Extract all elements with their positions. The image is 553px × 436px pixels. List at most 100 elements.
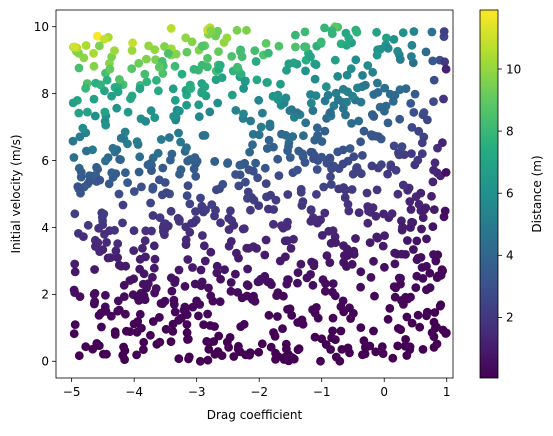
scatter-point bbox=[316, 37, 326, 47]
scatter-point bbox=[81, 83, 90, 93]
scatter-point bbox=[284, 141, 293, 151]
scatter-point bbox=[296, 259, 306, 269]
scatter-point bbox=[182, 143, 191, 153]
scatter-points bbox=[68, 22, 451, 366]
scatter-point bbox=[258, 108, 267, 118]
scatter-point bbox=[372, 27, 381, 37]
scatter-point bbox=[212, 268, 222, 278]
colorbar-frame bbox=[479, 9, 499, 379]
scatter-point bbox=[166, 155, 175, 165]
scatter-point bbox=[330, 55, 340, 65]
scatter-point bbox=[345, 144, 355, 153]
scatter-point bbox=[378, 349, 388, 358]
scatter-point bbox=[310, 135, 320, 145]
scatter-point bbox=[269, 219, 278, 229]
colorbar-tick-label: 8 bbox=[506, 124, 514, 138]
scatter-point bbox=[104, 179, 114, 189]
scatter-point bbox=[245, 147, 255, 157]
scatter-point bbox=[328, 279, 338, 288]
scatter-point bbox=[177, 69, 187, 79]
scatter-point bbox=[76, 167, 86, 177]
scatter-point bbox=[180, 282, 190, 291]
scatter-point bbox=[102, 238, 111, 247]
x-tick-label: −4 bbox=[125, 385, 143, 399]
scatter-point bbox=[427, 191, 436, 201]
scatter-point bbox=[264, 310, 274, 320]
scatter-point bbox=[371, 131, 380, 141]
scatter-point bbox=[397, 249, 407, 259]
scatter-point bbox=[121, 309, 130, 319]
scatter-point bbox=[174, 354, 184, 364]
scatter-point bbox=[176, 313, 186, 323]
scatter-point bbox=[409, 27, 419, 36]
scatter-point bbox=[96, 80, 105, 90]
scatter-point bbox=[412, 255, 422, 265]
scatter-point bbox=[333, 72, 343, 81]
scatter-point bbox=[180, 302, 190, 312]
scatter-point bbox=[142, 77, 152, 87]
scatter-point bbox=[422, 234, 431, 244]
scatter-point bbox=[118, 218, 127, 228]
scatter-point bbox=[283, 190, 293, 199]
scatter-point bbox=[365, 238, 375, 248]
scatter-point bbox=[441, 168, 451, 177]
scatter-point bbox=[418, 213, 428, 223]
scatter-point bbox=[317, 231, 327, 240]
scatter-point bbox=[326, 172, 335, 182]
scatter-point bbox=[100, 107, 110, 117]
scatter-point bbox=[113, 239, 123, 249]
scatter-point bbox=[150, 254, 160, 264]
scatter-point bbox=[393, 189, 403, 199]
scatter-point bbox=[138, 279, 148, 289]
scatter-point bbox=[366, 273, 376, 282]
scatter-point bbox=[184, 352, 194, 362]
scatter-point bbox=[204, 344, 214, 354]
colorbar-tick-label: 6 bbox=[506, 187, 514, 201]
scatter-point bbox=[414, 126, 424, 136]
scatter-point bbox=[252, 75, 262, 85]
scatter-point bbox=[182, 191, 192, 201]
scatter-point bbox=[262, 144, 272, 153]
scatter-point bbox=[182, 47, 192, 57]
scatter-point bbox=[158, 299, 167, 309]
scatter-point bbox=[250, 296, 260, 306]
scatter-point bbox=[74, 351, 84, 361]
scatter-point bbox=[239, 84, 249, 93]
scatter-point bbox=[326, 108, 335, 117]
scatter-point bbox=[141, 226, 151, 236]
scatter-point bbox=[128, 38, 138, 48]
scatter-point bbox=[134, 58, 144, 68]
scatter-point bbox=[102, 75, 112, 85]
scatter-point bbox=[239, 109, 248, 119]
scatter-point bbox=[229, 220, 239, 230]
scatter-point bbox=[343, 251, 352, 260]
scatter-point bbox=[408, 218, 418, 227]
scatter-point bbox=[370, 291, 379, 301]
scatter-point bbox=[99, 209, 109, 219]
y-tick-label: 4 bbox=[41, 221, 49, 235]
scatter-point bbox=[241, 350, 251, 360]
scatter-point bbox=[390, 259, 400, 269]
scatter-point bbox=[74, 63, 84, 73]
scatter-point bbox=[333, 147, 343, 157]
scatter-point bbox=[349, 152, 359, 162]
scatter-point bbox=[412, 236, 422, 246]
scatter-point bbox=[274, 41, 284, 51]
scatter-point bbox=[343, 87, 353, 97]
scatter-point bbox=[166, 337, 176, 346]
scatter-point bbox=[322, 158, 332, 168]
scatter-point bbox=[204, 283, 213, 293]
scatter-point bbox=[372, 185, 382, 195]
scatter-point bbox=[110, 330, 120, 339]
scatter-point bbox=[325, 258, 335, 267]
scatter-point bbox=[298, 319, 308, 329]
scatter-point bbox=[371, 211, 381, 221]
scatter-point bbox=[140, 236, 150, 246]
scatter-point bbox=[306, 216, 316, 226]
scatter-point bbox=[415, 322, 425, 332]
scatter-point bbox=[353, 83, 362, 93]
scatter-point bbox=[383, 314, 393, 324]
scatter-point bbox=[138, 243, 147, 253]
scatter-point bbox=[90, 265, 99, 274]
